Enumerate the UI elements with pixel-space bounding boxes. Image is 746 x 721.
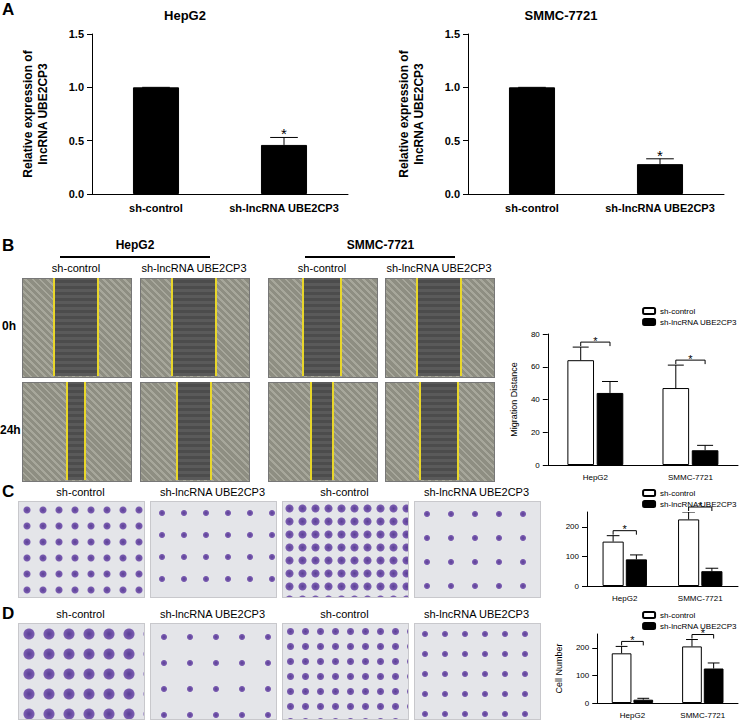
svg-text:*: * (657, 147, 663, 164)
html-text:sh-lncRNA UBE2CP3: sh-lncRNA UBE2CP3 (159, 608, 266, 620)
svg-text:80: 80 (531, 330, 540, 339)
svg-text:*: * (698, 500, 703, 512)
svg-text:sh-lncRNA UBE2CP3: sh-lncRNA UBE2CP3 (660, 622, 737, 631)
svg-text:Cell Number: Cell Number (554, 643, 564, 693)
svg-text:0.5: 0.5 (69, 135, 84, 147)
svg-text:0: 0 (535, 461, 540, 470)
svg-text:sh-control: sh-control (660, 489, 695, 498)
svg-text:lncRNA UBE2CP3: lncRNA UBE2CP3 (412, 63, 426, 165)
html-text:sh-control: sh-control (51, 262, 101, 274)
svg-text:*: * (701, 627, 706, 639)
svg-text:HepG2: HepG2 (612, 594, 638, 603)
svg-text:0.0: 0.0 (445, 188, 460, 200)
html-text:B: B (2, 236, 15, 255)
svg-text:100: 100 (566, 552, 580, 561)
svg-text:sh-lncRNA UBE2CP3: sh-lncRNA UBE2CP3 (605, 202, 715, 214)
html-text:sh-lncRNA UBE2CP3: sh-lncRNA UBE2CP3 (159, 486, 266, 498)
svg-text:Relative expression of: Relative expression of (21, 49, 35, 177)
html-text:sh-lncRNA UBE2CP3: sh-lncRNA UBE2CP3 (386, 262, 492, 274)
svg-text:20: 20 (531, 428, 540, 437)
html-text:sh-control: sh-control (320, 608, 369, 620)
svg-text:sh-lncRNA UBE2CP3: sh-lncRNA UBE2CP3 (660, 318, 737, 327)
html-text:sh-lncRNA UBE2CP3: sh-lncRNA UBE2CP3 (141, 262, 247, 274)
html-text:A: A (2, 0, 15, 19)
svg-text:1.0: 1.0 (69, 81, 84, 93)
svg-text:lncRNA UBE2CP3: lncRNA UBE2CP3 (36, 63, 50, 165)
svg-text:sh-lncRNA UBE2CP3: sh-lncRNA UBE2CP3 (660, 499, 737, 509)
svg-text:*: * (688, 353, 693, 365)
svg-text:1.0: 1.0 (445, 81, 460, 93)
svg-text:SMMC-7721: SMMC-7721 (680, 711, 725, 720)
html-text:sh-lncRNA UBE2CP3: sh-lncRNA UBE2CP3 (423, 486, 530, 498)
svg-text:0: 0 (585, 699, 590, 708)
svg-text:sh-control: sh-control (505, 202, 559, 214)
svg-text:40: 40 (531, 395, 540, 404)
svg-text:60: 60 (531, 362, 540, 371)
html-text:sh-control: sh-control (320, 486, 369, 498)
svg-text:SMMC-7721: SMMC-7721 (525, 8, 598, 23)
svg-text:*: * (630, 634, 635, 646)
svg-text:Migration Distance: Migration Distance (509, 362, 519, 437)
svg-text:sh-control: sh-control (129, 202, 183, 214)
svg-text:sh-lncRNA UBE2CP3: sh-lncRNA UBE2CP3 (229, 202, 339, 214)
html-text:sh-control: sh-control (297, 262, 347, 274)
svg-text:sh-control: sh-control (660, 611, 695, 620)
svg-text:*: * (593, 335, 598, 347)
html-text:HepG2: HepG2 (115, 238, 155, 252)
svg-text:*: * (623, 523, 628, 535)
svg-text:0: 0 (575, 582, 580, 591)
svg-text:Relative expression of: Relative expression of (397, 49, 411, 177)
svg-text:*: * (281, 125, 287, 142)
svg-text:100: 100 (576, 671, 590, 680)
svg-text:0.5: 0.5 (445, 135, 460, 147)
svg-text:sh-control: sh-control (660, 307, 695, 316)
svg-text:HepG2: HepG2 (620, 711, 646, 720)
html-text:sh-control: sh-control (56, 608, 105, 620)
svg-text:200: 200 (576, 643, 590, 652)
html-text:SMMC-7721: SMMC-7721 (346, 238, 415, 252)
svg-text:HepG2: HepG2 (164, 8, 206, 23)
svg-text:200: 200 (566, 522, 580, 531)
html-text:C: C (2, 482, 15, 501)
svg-text:SMMC-7721: SMMC-7721 (678, 594, 723, 603)
html-text:sh-lncRNA UBE2CP3: sh-lncRNA UBE2CP3 (423, 608, 530, 620)
html-text:sh-control: sh-control (56, 486, 105, 498)
html-text:0h: 0h (2, 319, 16, 333)
html-text:24h: 24h (0, 423, 21, 437)
svg-text:1.5: 1.5 (69, 28, 84, 40)
html-text:D: D (2, 604, 15, 623)
svg-text:1.5: 1.5 (445, 28, 460, 40)
svg-text:SMMC-7721: SMMC-7721 (668, 473, 713, 482)
svg-text:HepG2: HepG2 (583, 473, 609, 482)
svg-text:0.0: 0.0 (69, 188, 84, 200)
